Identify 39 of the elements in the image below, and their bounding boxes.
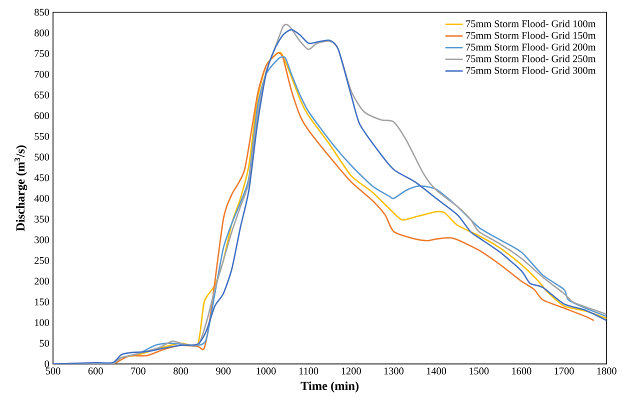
x-tick-label: 1000 [256,368,276,375]
x-tick-label: 1300 [384,368,404,375]
x-tick-label: 1500 [470,368,489,375]
x-tick-label: 500 [46,368,60,375]
x-tick-label: 1600 [512,368,532,375]
y-tick-label: 650 [34,92,50,99]
x-axis-title: Time (min) [300,382,359,393]
legend-label: 75mm Storm Flood- Grid 200m [466,43,596,51]
x-tick-label: 1700 [554,368,574,375]
legend-label: 75mm Storm Flood- Grid 100m [466,20,596,28]
y-tick-label: 350 [34,216,50,223]
legend-label: 75mm Storm Flood- Grid 150m [466,32,596,39]
y-tick-label: 300 [34,236,50,244]
x-tick-label: 900 [216,368,231,375]
y-tick-label: 700 [34,70,50,78]
x-tick-label: 800 [174,368,188,375]
y-tick-label: 50 [40,340,50,347]
x-tick-label: 1100 [299,368,318,375]
x-tick-label: 1200 [342,368,361,375]
y-tick-label: 550 [34,133,50,140]
y-tick-label: 600 [34,112,50,120]
y-tick-label: 750 [34,50,50,58]
x-tick-label: 700 [131,368,146,375]
y-tick-label: 250 [34,257,50,264]
y-tick-label: 0 [44,360,50,368]
y-tick-label: 150 [35,298,50,306]
y-tick-label: 400 [34,195,50,202]
legend-label: 75mm Storm Flood- Grid 250m [466,55,596,62]
y-tick-label: 850 [34,8,50,16]
y-tick-label: 200 [34,278,50,285]
legend-label: 75mm Storm Flood- Grid 300m [466,66,596,74]
x-tick-label: 1800 [597,368,616,375]
x-tick-label: 600 [88,368,103,375]
y-tick-label: 450 [34,174,50,182]
y-tick-label: 800 [34,30,50,36]
y-tick-label: 500 [34,154,50,161]
y-tick-label: 100 [35,319,50,326]
x-tick-label: 1400 [426,368,446,375]
y-axis-title: Discharge (m$^{3}$/s) [14,146,28,232]
